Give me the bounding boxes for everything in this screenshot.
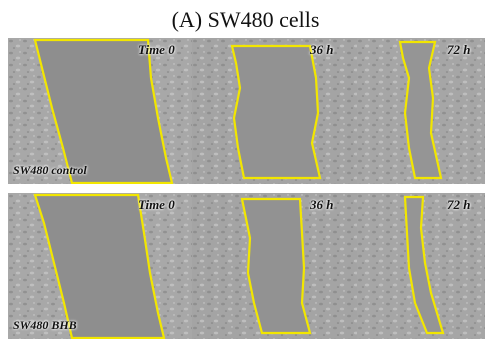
timepoint-label: 72 h bbox=[447, 197, 471, 212]
row-label: SW480 BHB bbox=[13, 318, 77, 332]
timepoint-label: Time 0 bbox=[138, 197, 175, 212]
micrograph-bhb-72h: 72 h bbox=[357, 193, 485, 339]
wound-image bbox=[8, 193, 192, 339]
wound-image bbox=[8, 38, 192, 184]
micrograph-control-72h: 72 h bbox=[357, 38, 485, 184]
micrograph-bhb-time0: Time 0 SW480 BHB bbox=[8, 193, 192, 339]
micrograph-bhb-36h: 36 h bbox=[192, 193, 357, 339]
timepoint-label: 72 h bbox=[447, 42, 471, 57]
timepoint-label: 36 h bbox=[310, 42, 334, 57]
wound-image bbox=[357, 38, 485, 184]
timepoint-label: 36 h bbox=[310, 197, 334, 212]
wound-image bbox=[192, 38, 357, 184]
row-label: SW480 control bbox=[13, 163, 87, 177]
wound-image bbox=[192, 193, 357, 339]
row-sw480-control: Time 0 SW480 control 36 h 72 h bbox=[8, 38, 485, 184]
figure-title: (A) SW480 cells bbox=[171, 7, 320, 32]
wound-image bbox=[357, 193, 485, 339]
timepoint-label: Time 0 bbox=[138, 42, 175, 57]
micrograph-control-36h: 36 h bbox=[192, 38, 357, 184]
micrograph-control-time0: Time 0 SW480 control bbox=[8, 38, 192, 184]
row-sw480-bhb: Time 0 SW480 BHB 36 h 72 h bbox=[8, 193, 485, 339]
